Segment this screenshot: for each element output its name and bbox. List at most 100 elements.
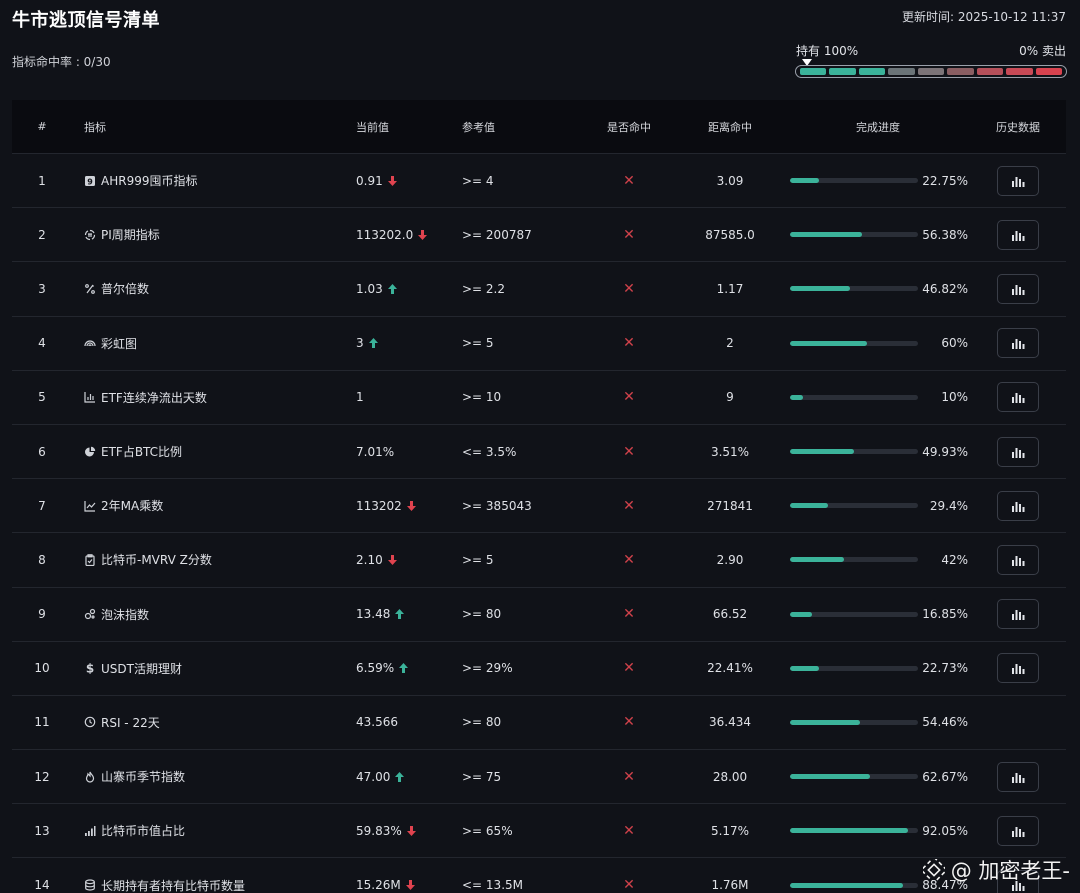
distance-value: 22.41% (707, 661, 753, 676)
indicator-name: USDT活期理财 (101, 661, 182, 676)
indicator-name-cell: 山寨币季节指数 (74, 768, 354, 785)
history-chart-button[interactable] (997, 436, 1039, 467)
progress-cell: 60% (786, 336, 970, 350)
watermark-text: @ 加密老王- (950, 859, 1070, 883)
progress-cell: 46.82% (786, 282, 970, 296)
current-value: 15.26M (356, 878, 401, 893)
row-index: 11 (34, 715, 50, 730)
reference-value: >= 5 (462, 336, 494, 351)
arrow-down-icon (406, 500, 416, 511)
arrow-down-icon (387, 175, 397, 186)
reference-value: >= 5 (462, 552, 494, 567)
progress-bar (790, 394, 918, 400)
bar-chart-icon (1011, 771, 1025, 783)
history-chart-button[interactable] (997, 273, 1039, 304)
table-row: 12 山寨币季节指数 47.00 >= 75 ✕ 28.00 62.67% (12, 750, 1066, 805)
bar-chart-icon (1011, 500, 1025, 512)
history-chart-button[interactable] (997, 219, 1039, 250)
history-cell (970, 870, 1066, 893)
miss-x-icon: ✕ (623, 660, 635, 677)
indicator-name-cell: ETF占BTC比例 (74, 443, 354, 460)
history-cell (970, 219, 1066, 250)
distance-value: 2 (726, 336, 734, 351)
rainbow-icon (84, 337, 96, 349)
indicator-name: 长期持有者持有比特币数量 (101, 878, 246, 893)
distance-value: 9 (726, 390, 734, 405)
history-chart-button[interactable] (997, 544, 1039, 575)
progress-cell: 42% (786, 553, 970, 567)
distance-value: 87585.0 (705, 227, 755, 242)
indicator-name-cell: $ USDT活期理财 (74, 660, 354, 677)
progress-bar-fill (790, 774, 871, 780)
col-header-reference: 参考值 (462, 120, 495, 134)
watermark: @ 加密老王- (922, 855, 1070, 885)
history-cell (970, 165, 1066, 196)
history-chart-button[interactable] (997, 382, 1039, 413)
progress-cell: 29.4% (786, 499, 970, 513)
row-index: 14 (34, 878, 50, 893)
progress-bar-fill (790, 394, 803, 400)
history-chart-button[interactable] (997, 870, 1039, 893)
reference-value: >= 80 (462, 715, 502, 730)
svg-text:$: $ (86, 662, 94, 674)
bar-chart-icon (1011, 879, 1025, 892)
bar-chart-icon (1011, 825, 1025, 837)
hold-sell-gauge (795, 65, 1067, 78)
miss-x-icon: ✕ (623, 497, 635, 514)
history-chart-button[interactable] (997, 653, 1039, 684)
progress-bar-fill (790, 665, 820, 671)
progress-percent: 46.82% (922, 281, 968, 296)
history-chart-button[interactable] (997, 328, 1039, 359)
indicator-name: AHR999囤币指标 (101, 174, 198, 189)
row-index: 4 (38, 336, 46, 351)
indicator-name-cell: 彩虹图 (74, 335, 354, 352)
indicator-name: 泡沫指数 (101, 607, 150, 622)
progress-bar-fill (790, 882, 904, 888)
current-value: 2.10 (356, 552, 383, 567)
indicator-name: 彩虹图 (101, 336, 138, 351)
progress-bar (790, 557, 918, 563)
progress-percent: 88.47% (922, 878, 968, 893)
bar-chart-icon (84, 391, 96, 403)
indicator-name-cell: RSI - 22天 (74, 714, 354, 731)
miss-x-icon: ✕ (623, 877, 635, 893)
progress-bar (790, 828, 918, 834)
arrow-down-icon (387, 554, 397, 565)
reference-value: >= 80 (462, 607, 502, 622)
gauge-segment (1035, 68, 1062, 75)
arrow-up-icon (395, 609, 405, 620)
progress-bar (790, 340, 918, 346)
current-value: 1.03 (356, 281, 383, 296)
current-value-cell: 6.59% (354, 661, 460, 675)
history-chart-button[interactable] (997, 490, 1039, 521)
history-chart-button[interactable] (997, 165, 1039, 196)
progress-bar (790, 178, 918, 184)
history-cell (970, 653, 1066, 684)
history-cell (970, 273, 1066, 304)
table-row: 2 PI周期指标 113202.0 >= 200787 ✕ 87585.0 56.38% (12, 208, 1066, 263)
progress-bar (790, 882, 918, 888)
miss-x-icon: ✕ (623, 443, 635, 460)
indicator-name: PI周期指标 (101, 228, 160, 243)
history-chart-button[interactable] (997, 815, 1039, 846)
bar-chart-icon (1011, 662, 1025, 675)
progress-bar-fill (790, 611, 812, 617)
history-chart-button[interactable] (997, 761, 1039, 792)
history-cell (970, 328, 1066, 359)
history-cell (970, 761, 1066, 792)
table-header: # 指标 当前值 参考值 是否命中 距离命中 完成进度 历史数据 (12, 100, 1066, 154)
reference-value: >= 4 (462, 173, 494, 188)
indicator-name: 山寨币季节指数 (101, 770, 186, 785)
progress-bar (790, 449, 918, 455)
row-index: 1 (38, 173, 46, 188)
current-value: 47.00 (356, 769, 391, 784)
reference-value: >= 65% (462, 823, 513, 838)
current-value-cell: 13.48 (354, 607, 460, 621)
progress-bar (790, 774, 918, 780)
pie-chart-icon (84, 446, 96, 458)
indicator-name: 2年MA乘数 (101, 499, 164, 514)
progress-bar-fill (790, 828, 908, 834)
progress-cell: 54.46% (786, 715, 970, 729)
history-chart-button[interactable] (997, 599, 1039, 630)
progress-percent: 22.73% (922, 661, 968, 676)
